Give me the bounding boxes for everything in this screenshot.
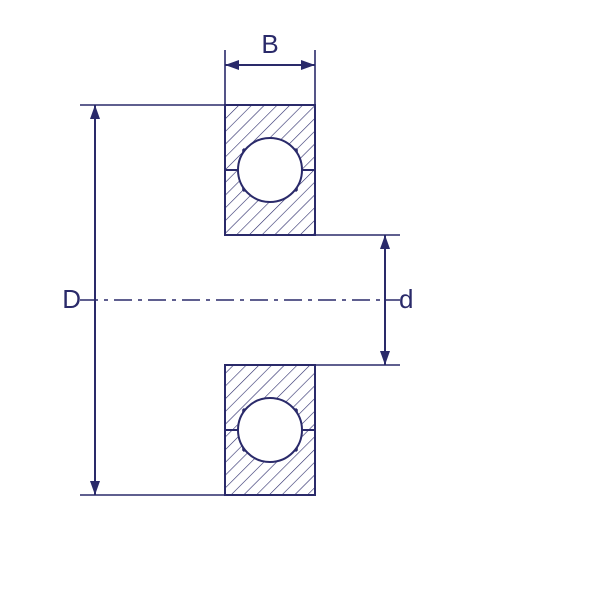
dim-d-label: d	[399, 284, 413, 314]
dim-arrowhead	[90, 105, 100, 119]
ball-top	[238, 138, 302, 202]
dim-arrowhead	[225, 60, 239, 70]
dim-arrowhead	[90, 481, 100, 495]
dim-B-label: B	[261, 29, 278, 59]
dim-arrowhead	[301, 60, 315, 70]
ball-bottom	[238, 398, 302, 462]
bearing-cross-section-diagram: B Dd	[0, 0, 600, 600]
dim-arrowhead	[380, 235, 390, 249]
dim-arrowhead	[380, 351, 390, 365]
dim-D-label: D	[62, 284, 81, 314]
